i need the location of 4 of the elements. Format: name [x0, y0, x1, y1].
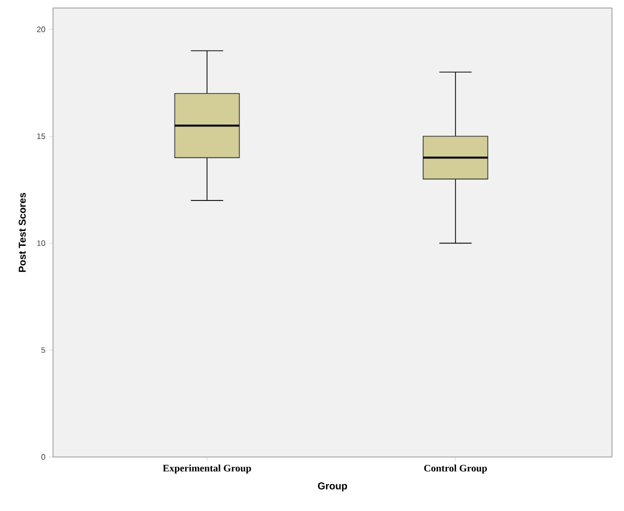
x-tick-label: Experimental Group: [162, 464, 251, 474]
x-tick-label: Control Group: [424, 464, 487, 474]
y-axis-title: Post Test Scores: [18, 192, 26, 272]
x-axis-title: Group: [318, 482, 348, 492]
